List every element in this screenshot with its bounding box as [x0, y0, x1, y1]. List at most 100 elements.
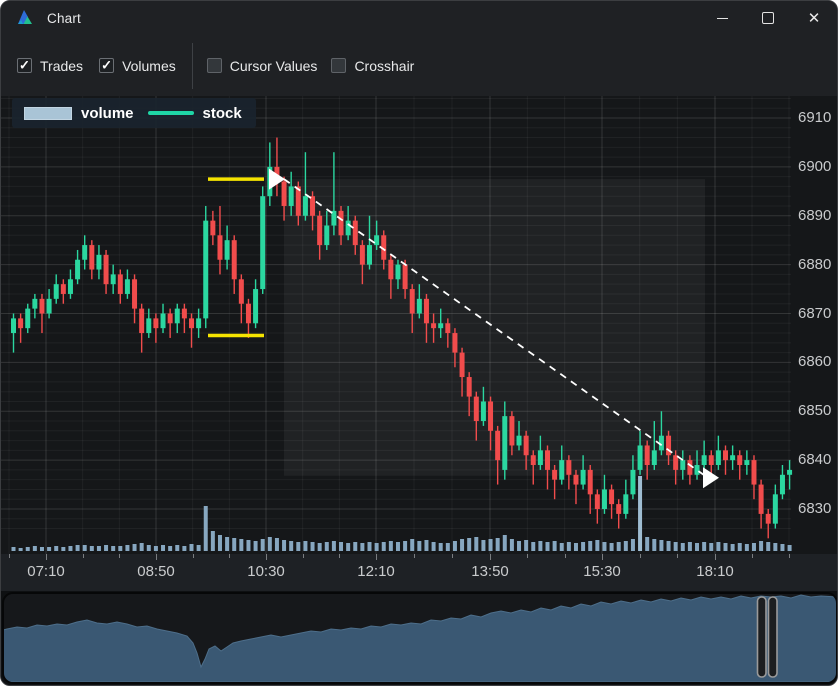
volume-bar — [203, 506, 208, 551]
x-axis-tick — [229, 554, 231, 558]
candle — [516, 435, 522, 446]
volume-bar — [509, 539, 514, 551]
volume-bar — [431, 542, 436, 551]
x-axis-tick — [752, 554, 753, 558]
window-title: Chart — [47, 10, 82, 26]
candle — [153, 318, 159, 329]
checkbox-crosshair[interactable]: Crosshair — [331, 58, 414, 74]
candle — [423, 298, 429, 324]
volumes-checkbox-box[interactable]: ✓ — [99, 58, 115, 73]
candle — [772, 494, 778, 524]
candle — [302, 196, 308, 216]
candle — [737, 455, 743, 466]
title-bar[interactable]: Chart ✕ — [1, 1, 837, 35]
volume-bar — [452, 541, 457, 551]
y-axis-label: 6840 — [798, 451, 832, 469]
candle — [594, 494, 600, 509]
candle — [409, 289, 415, 314]
volume-bar — [744, 544, 749, 551]
volume-bar — [730, 544, 735, 551]
volume-bar — [260, 539, 265, 551]
volume-bar — [737, 543, 742, 551]
candle — [687, 460, 693, 475]
y-axis-label: 6900 — [798, 157, 832, 175]
price-chart[interactable]: volume stock 6910 6900 6890 6880 6870 6860 685… — [1, 96, 838, 554]
candle — [694, 465, 700, 475]
volume-bar — [538, 541, 543, 551]
volume-bar — [353, 542, 358, 551]
close-button[interactable]: ✕ — [791, 1, 837, 35]
volume-bar — [374, 543, 379, 551]
candle — [523, 435, 529, 456]
minimize-button[interactable] — [699, 1, 745, 35]
candle — [552, 469, 558, 480]
candle — [210, 220, 216, 236]
maximize-button[interactable] — [745, 1, 791, 35]
candle — [53, 284, 59, 299]
volume-bar — [381, 542, 386, 551]
candle — [160, 313, 166, 329]
volume-bar — [75, 545, 80, 551]
candle — [616, 504, 622, 514]
candle — [402, 264, 408, 290]
trend-line[interactable] — [283, 178, 706, 477]
candle — [701, 455, 707, 466]
candle — [765, 513, 771, 524]
volume-bar — [438, 543, 443, 551]
trade-marker-icon[interactable] — [703, 467, 719, 489]
candle — [331, 210, 337, 226]
overview-navigator[interactable] — [1, 591, 838, 686]
volume-bar — [89, 546, 94, 551]
checkbox-cursor-values[interactable]: Cursor Values — [206, 58, 317, 74]
candle — [352, 220, 358, 246]
volume-bar — [82, 545, 87, 551]
overview-area — [4, 594, 836, 682]
candle — [644, 445, 650, 466]
candle — [338, 210, 344, 236]
volume-bar — [139, 543, 144, 551]
candle — [573, 474, 579, 485]
checkbox-volumes[interactable]: ✓ Volumes — [99, 58, 176, 74]
toolbar: ✓ Trades ✓ Volumes Cursor Values Crossha… — [1, 35, 837, 96]
trades-checkbox-box[interactable]: ✓ — [17, 58, 32, 73]
trade-marker-icon[interactable] — [269, 168, 285, 190]
volume-bar — [168, 546, 173, 551]
candle — [310, 196, 316, 216]
checkbox-trades[interactable]: ✓ Trades — [17, 58, 83, 74]
candle — [181, 308, 187, 319]
cursor-values-checkbox-box[interactable] — [206, 58, 222, 73]
volume-bar — [118, 546, 123, 551]
x-axis-tick — [302, 554, 304, 558]
candle — [103, 254, 109, 285]
candle — [245, 303, 251, 324]
candle — [502, 416, 508, 470]
volumes-checkbox-label: Volumes — [122, 57, 176, 74]
candle — [11, 318, 16, 334]
x-axis-tick — [527, 554, 529, 558]
navigator-handle[interactable] — [767, 596, 778, 678]
volume-bar — [445, 543, 450, 551]
x-axis-tick — [82, 554, 84, 558]
x-axis-tick — [564, 554, 566, 558]
volume-bar — [175, 545, 180, 551]
x-axis-label: 07:10 — [27, 563, 65, 580]
volume-bar — [196, 545, 201, 551]
x-axis-label: 12:10 — [357, 563, 395, 580]
candle — [96, 254, 102, 270]
volume-bar — [346, 543, 351, 551]
navigator-handle[interactable] — [756, 596, 767, 678]
crosshair-checkbox-box[interactable] — [331, 58, 347, 73]
trades-checkbox-label: Trades — [40, 57, 84, 74]
candle — [110, 274, 116, 285]
x-axis-tick — [119, 554, 121, 558]
candle — [60, 284, 66, 294]
navigator-canvas[interactable] — [1, 591, 838, 686]
candle — [559, 460, 565, 480]
x-axis-tick — [156, 554, 157, 560]
candle — [580, 469, 586, 485]
x-axis-label: 15:30 — [583, 563, 621, 580]
volume-bar — [581, 542, 586, 551]
candlestick-canvas[interactable] — [1, 96, 838, 554]
volume-bar — [239, 539, 244, 551]
x-axis-tick — [602, 554, 603, 560]
